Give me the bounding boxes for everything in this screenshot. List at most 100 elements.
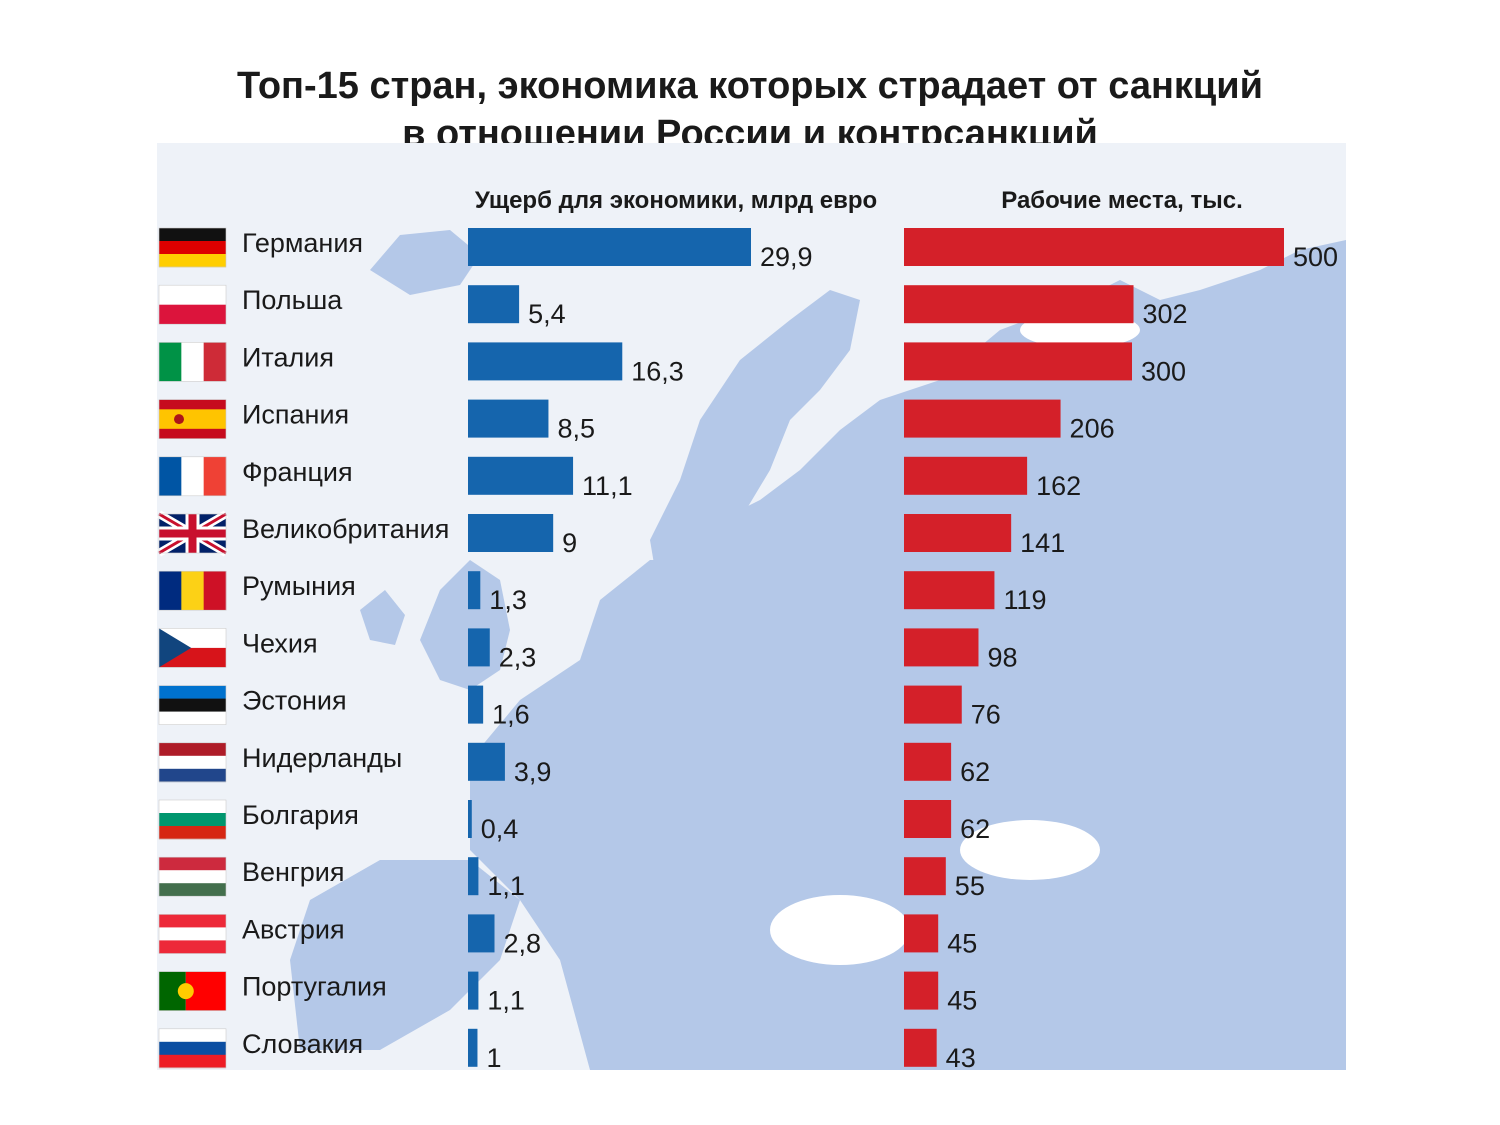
jobs-value-label: 500 (1293, 242, 1338, 272)
damage-bar (468, 342, 623, 381)
jobs-bar (904, 800, 952, 838)
chart-title: Топ-15 стран, экономика которых страдает… (0, 62, 1500, 158)
chart-row: Австрия 2,8 45 (158, 914, 977, 958)
germany-flag-icon (158, 227, 227, 268)
chart-row: Венгрия 1,1 55 (158, 856, 985, 901)
jobs-value-label: 302 (1143, 299, 1188, 329)
damage-value-label: 8,5 (557, 414, 595, 444)
chart-rows: Германия 29,9 500 Польша 5,4 302 Италия 16,3 300… (156, 227, 1338, 1073)
damage-value-label: 2,8 (504, 928, 542, 958)
damage-value-label: 5,4 (528, 299, 566, 329)
damage-bar (468, 971, 479, 1010)
country-label: Австрия (242, 914, 345, 944)
jobs-value-label: 141 (1020, 528, 1065, 558)
jobs-bar (904, 342, 1132, 381)
jobs-value-label: 55 (955, 871, 985, 901)
portugal-flag-icon (158, 971, 227, 1011)
damage-bar (468, 228, 751, 266)
poland-flag-icon (158, 284, 227, 325)
jobs-value-label: 62 (960, 757, 990, 787)
france-flag-icon (158, 456, 227, 497)
jobs-bar (904, 514, 1012, 552)
country-label: Болгария (242, 800, 359, 830)
map-sea-gap (770, 895, 910, 965)
damage-value-label: 1,3 (489, 585, 527, 615)
slovakia-flag-icon (158, 1028, 227, 1069)
jobs-value-label: 206 (1070, 414, 1115, 444)
country-label: Польша (242, 285, 343, 315)
uk-flag-icon (156, 510, 229, 557)
czech-flag-icon (158, 628, 227, 668)
jobs-bar (904, 857, 946, 896)
jobs-bar (904, 628, 979, 667)
damage-bar (468, 914, 495, 953)
country-label: Франция (242, 457, 353, 487)
chart-title-line-1: Топ-15 стран, экономика которых страдает… (237, 65, 1263, 107)
damage-value-label: 29,9 (760, 242, 813, 272)
map-landmass (650, 290, 860, 610)
map-landmass (290, 860, 520, 1050)
country-label: Словакия (242, 1029, 363, 1059)
jobs-bar (904, 285, 1134, 324)
damage-value-label: 1,1 (487, 871, 525, 901)
jobs-bar (904, 228, 1284, 266)
jobs-value-label: 43 (946, 1043, 976, 1073)
country-label: Венгрия (242, 857, 345, 887)
jobs-value-label: 45 (947, 986, 977, 1016)
country-label: Германия (242, 228, 363, 258)
map-landmass (370, 230, 480, 295)
chart-row: Португалия 1,1 45 (158, 971, 977, 1016)
jobs-bar (904, 685, 962, 724)
jobs-value-label: 162 (1036, 471, 1081, 501)
country-label: Чехия (242, 628, 318, 658)
country-label: Испания (242, 400, 349, 430)
country-label: Великобритания (242, 514, 449, 544)
chart-row: Нидерланды 3,9 62 (158, 742, 990, 787)
jobs-value-label: 98 (987, 642, 1017, 672)
damage-bar (468, 285, 520, 324)
jobs-bar (904, 914, 939, 953)
jobs-bar (904, 971, 939, 1010)
jobs-column-header: Рабочие места, тыс. (1001, 187, 1242, 214)
damage-bar (468, 514, 554, 552)
country-label: Эстония (242, 686, 347, 716)
map-black-sea (960, 820, 1100, 880)
map-landmass (360, 590, 405, 645)
romania-flag-icon (158, 570, 227, 611)
damage-value-label: 1,1 (487, 986, 525, 1016)
damage-value-label: 3,9 (514, 757, 552, 787)
damage-bar (468, 571, 481, 610)
chart-row: Болгария 0,4 62 (158, 799, 990, 844)
chart-row: Великобритания 9 141 (156, 510, 1065, 558)
jobs-value-label: 300 (1141, 356, 1186, 386)
jobs-bar (904, 571, 995, 610)
damage-bar (468, 857, 479, 896)
damage-bar (468, 685, 484, 724)
chart-row: Италия 16,3 300 (158, 342, 1186, 386)
damage-value-label: 1,6 (492, 700, 530, 730)
jobs-value-label: 76 (971, 700, 1001, 730)
chart-row: Эстония 1,6 76 (158, 685, 1001, 730)
jobs-bar (904, 742, 952, 781)
damage-value-label: 11,1 (582, 471, 633, 501)
country-label: Италия (242, 342, 334, 372)
jobs-value-label: 119 (1003, 585, 1046, 615)
bulgaria-flag-icon (158, 799, 227, 840)
country-label: Нидерланды (242, 743, 402, 773)
italy-flag-icon (158, 342, 227, 382)
damage-value-label: 1 (486, 1043, 501, 1073)
spain-flag-icon (158, 399, 227, 439)
damage-bar (468, 742, 505, 781)
jobs-value-label: 45 (947, 928, 977, 958)
chart-row: Румыния 1,3 119 (158, 570, 1046, 615)
damage-value-label: 0,4 (481, 814, 519, 844)
damage-value-label: 9 (562, 528, 577, 558)
damage-bar (468, 456, 574, 495)
country-label: Румыния (242, 571, 356, 601)
damage-bar (468, 1028, 478, 1067)
jobs-bar (904, 1028, 937, 1067)
chart-row: Чехия 2,3 98 (158, 628, 1018, 672)
chart-row: Франция 11,1 162 (158, 456, 1081, 501)
austria-flag-icon (158, 914, 227, 954)
